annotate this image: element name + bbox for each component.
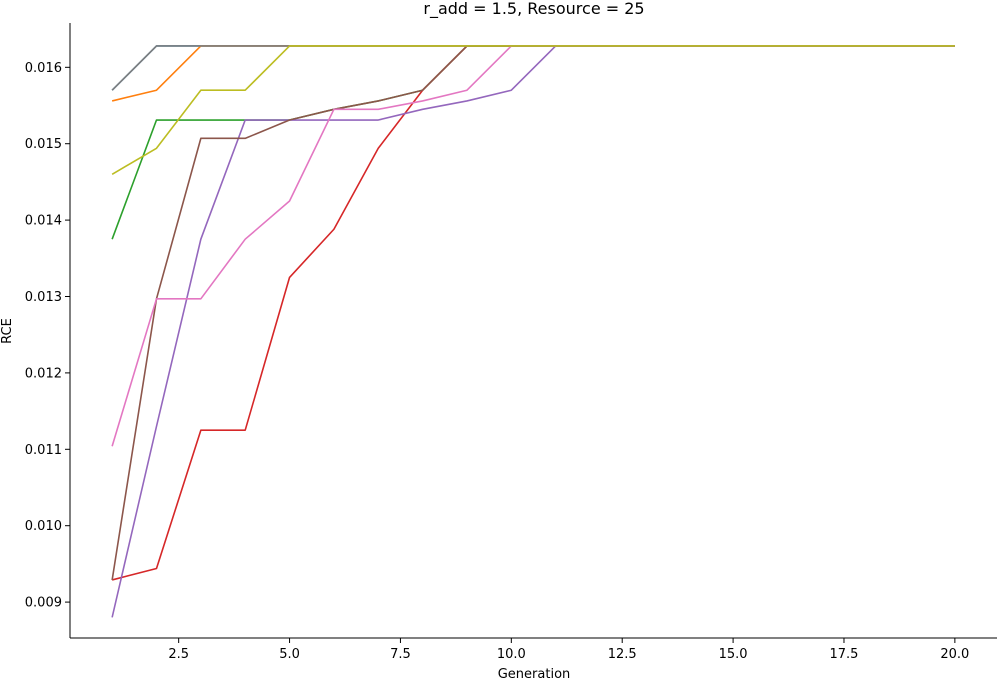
x-tick-label: 12.5 <box>608 647 637 662</box>
x-tick-label: 15.0 <box>719 647 748 662</box>
y-tick-label: 0.014 <box>25 214 62 229</box>
x-tick-label: 17.5 <box>830 647 859 662</box>
series-line-7 <box>111 45 955 447</box>
y-tick-label: 0.009 <box>25 596 62 611</box>
y-axis-label: RCE <box>0 318 15 344</box>
x-tick-label: 7.5 <box>390 647 411 662</box>
x-tick-label: 20.0 <box>940 647 969 662</box>
y-tick-label: 0.013 <box>25 290 62 305</box>
series-line-4 <box>111 45 955 581</box>
series-layer <box>111 45 955 618</box>
chart-title: r_add = 1.5, Resource = 25 <box>423 0 644 19</box>
x-tick-label: 2.5 <box>168 647 189 662</box>
x-axis-label: Generation <box>498 667 571 681</box>
y-tick-label: 0.012 <box>25 366 62 381</box>
series-line-2 <box>111 45 955 102</box>
x-tick-label: 5.0 <box>279 647 300 662</box>
x-tick-label: 10.0 <box>497 647 526 662</box>
y-tick-label: 0.016 <box>25 61 62 76</box>
x-axis-ticks: 2.5 5.0 7.5 10.0 12.5 15.0 17.5 20.0 <box>168 638 969 662</box>
series-line-3 <box>111 45 955 240</box>
y-axis-ticks: 0.009 0.010 0.011 0.012 0.013 0.014 0.015 0.016 <box>25 61 70 611</box>
y-tick-label: 0.015 <box>25 137 62 152</box>
series-line-5 <box>111 45 955 618</box>
y-tick-label: 0.010 <box>25 519 62 534</box>
series-line-9 <box>111 45 955 175</box>
series-line-6 <box>111 45 955 581</box>
y-tick-label: 0.011 <box>25 443 62 458</box>
